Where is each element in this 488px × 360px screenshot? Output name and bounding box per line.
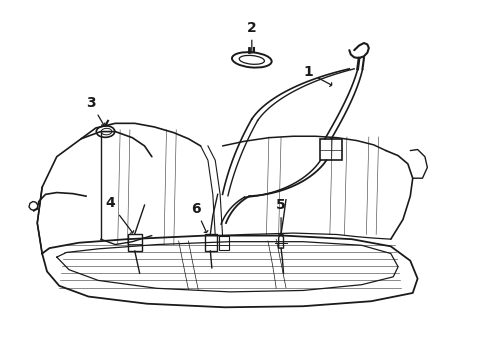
Ellipse shape [101,129,112,135]
Text: 4: 4 [105,196,133,233]
Bar [128,234,142,251]
Text: 3: 3 [86,96,105,125]
Bar [219,235,228,250]
Text: 5: 5 [276,198,285,236]
Ellipse shape [231,52,271,68]
Bar [204,234,216,251]
Text: 6: 6 [190,202,207,233]
Ellipse shape [96,126,115,137]
Text: 1: 1 [303,66,331,86]
Bar [320,139,341,160]
Ellipse shape [239,55,264,64]
Text: 2: 2 [246,21,256,53]
